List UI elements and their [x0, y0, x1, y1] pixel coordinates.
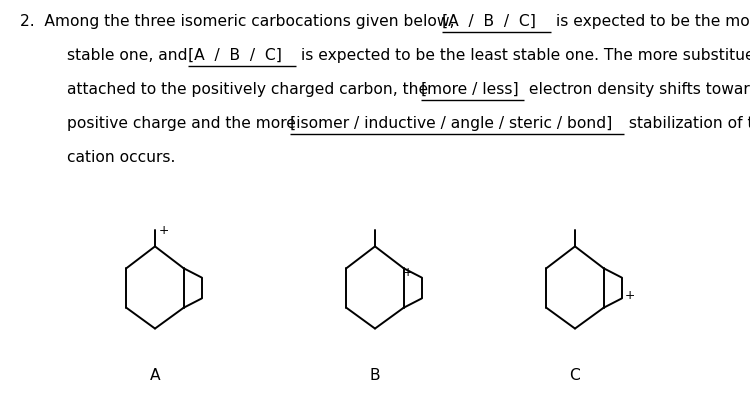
Text: [A  /  B  /  C]: [A / B / C] — [442, 14, 536, 29]
Text: cation occurs.: cation occurs. — [67, 150, 176, 165]
Text: +: + — [403, 266, 412, 279]
Text: 2.  Among the three isomeric carbocations given below,: 2. Among the three isomeric carbocations… — [20, 14, 459, 29]
Text: [more / less]: [more / less] — [421, 82, 518, 97]
Text: +: + — [625, 289, 634, 302]
Text: is expected to be the least stable one. The more substituent: is expected to be the least stable one. … — [296, 48, 750, 63]
Text: C: C — [569, 368, 580, 383]
Text: attached to the positively charged carbon, the: attached to the positively charged carbo… — [67, 82, 433, 97]
Text: [A  /  B  /  C]: [A / B / C] — [188, 48, 281, 63]
Text: positive charge and the more: positive charge and the more — [67, 116, 301, 131]
Text: B: B — [370, 368, 380, 383]
Text: electron density shifts toward the: electron density shifts toward the — [524, 82, 750, 97]
Text: A: A — [150, 368, 160, 383]
Text: stable one, and: stable one, and — [67, 48, 192, 63]
Text: stabilization of the: stabilization of the — [623, 116, 750, 131]
Text: [isomer / inductive / angle / steric / bond]: [isomer / inductive / angle / steric / b… — [290, 116, 612, 131]
Text: +: + — [159, 224, 169, 237]
Text: is expected to be the most: is expected to be the most — [551, 14, 750, 29]
